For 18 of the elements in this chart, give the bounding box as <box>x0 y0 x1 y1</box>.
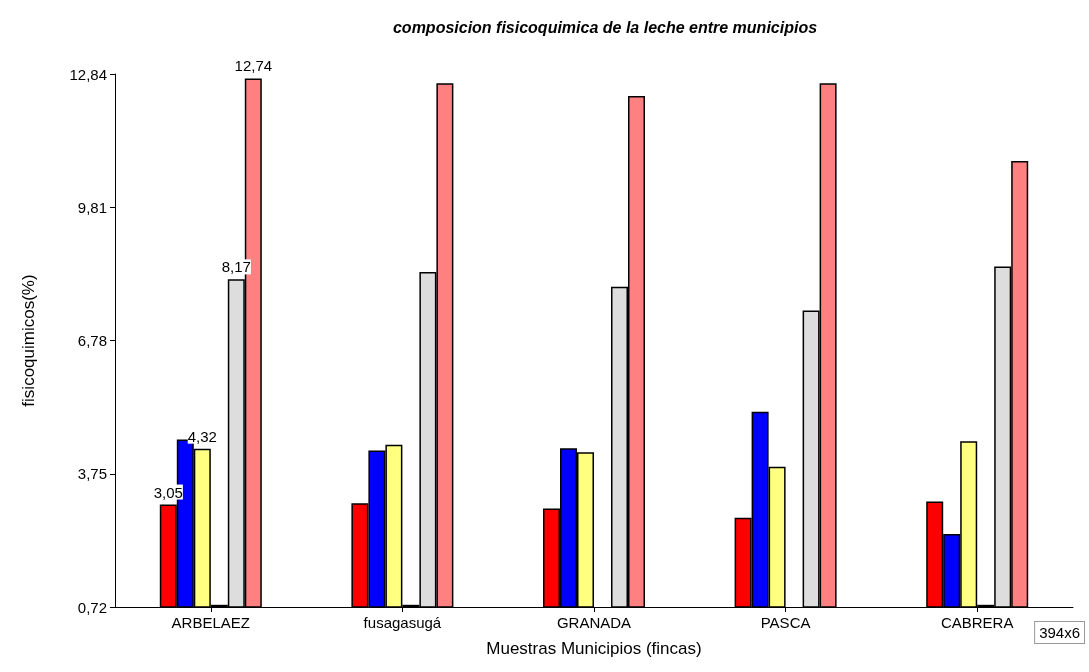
y-tick-label: 6,78 <box>77 332 107 349</box>
text: 394x6 <box>1039 624 1081 641</box>
data-label: 4,32 <box>187 427 217 445</box>
data-label: 12,74 <box>234 57 273 75</box>
y-tick-label: 9,81 <box>77 198 107 216</box>
chart-title: composicion fisicoquimica de la leche entre municipios <box>392 18 818 36</box>
y-axis-title: fisicoquimicos(%) <box>19 274 38 407</box>
x-axis-title: Muestras Municipios (fincas) <box>486 639 702 658</box>
x-tick-label: ARBELAEZ <box>171 614 250 631</box>
x-tick-label: PASCA <box>760 614 811 631</box>
y-tick-label: 12,84 <box>69 65 107 83</box>
x-tick-label: GRANADA <box>556 614 632 631</box>
data-label: 8,17 <box>221 258 251 276</box>
x-tick-label: fusagasugá <box>363 614 442 631</box>
y-tick-label: 3,75 <box>77 465 107 483</box>
x-tick-label: CABRERA <box>940 614 1014 631</box>
data-label: 3,05 <box>153 483 183 501</box>
y-tick-label: 0,72 <box>77 598 107 616</box>
